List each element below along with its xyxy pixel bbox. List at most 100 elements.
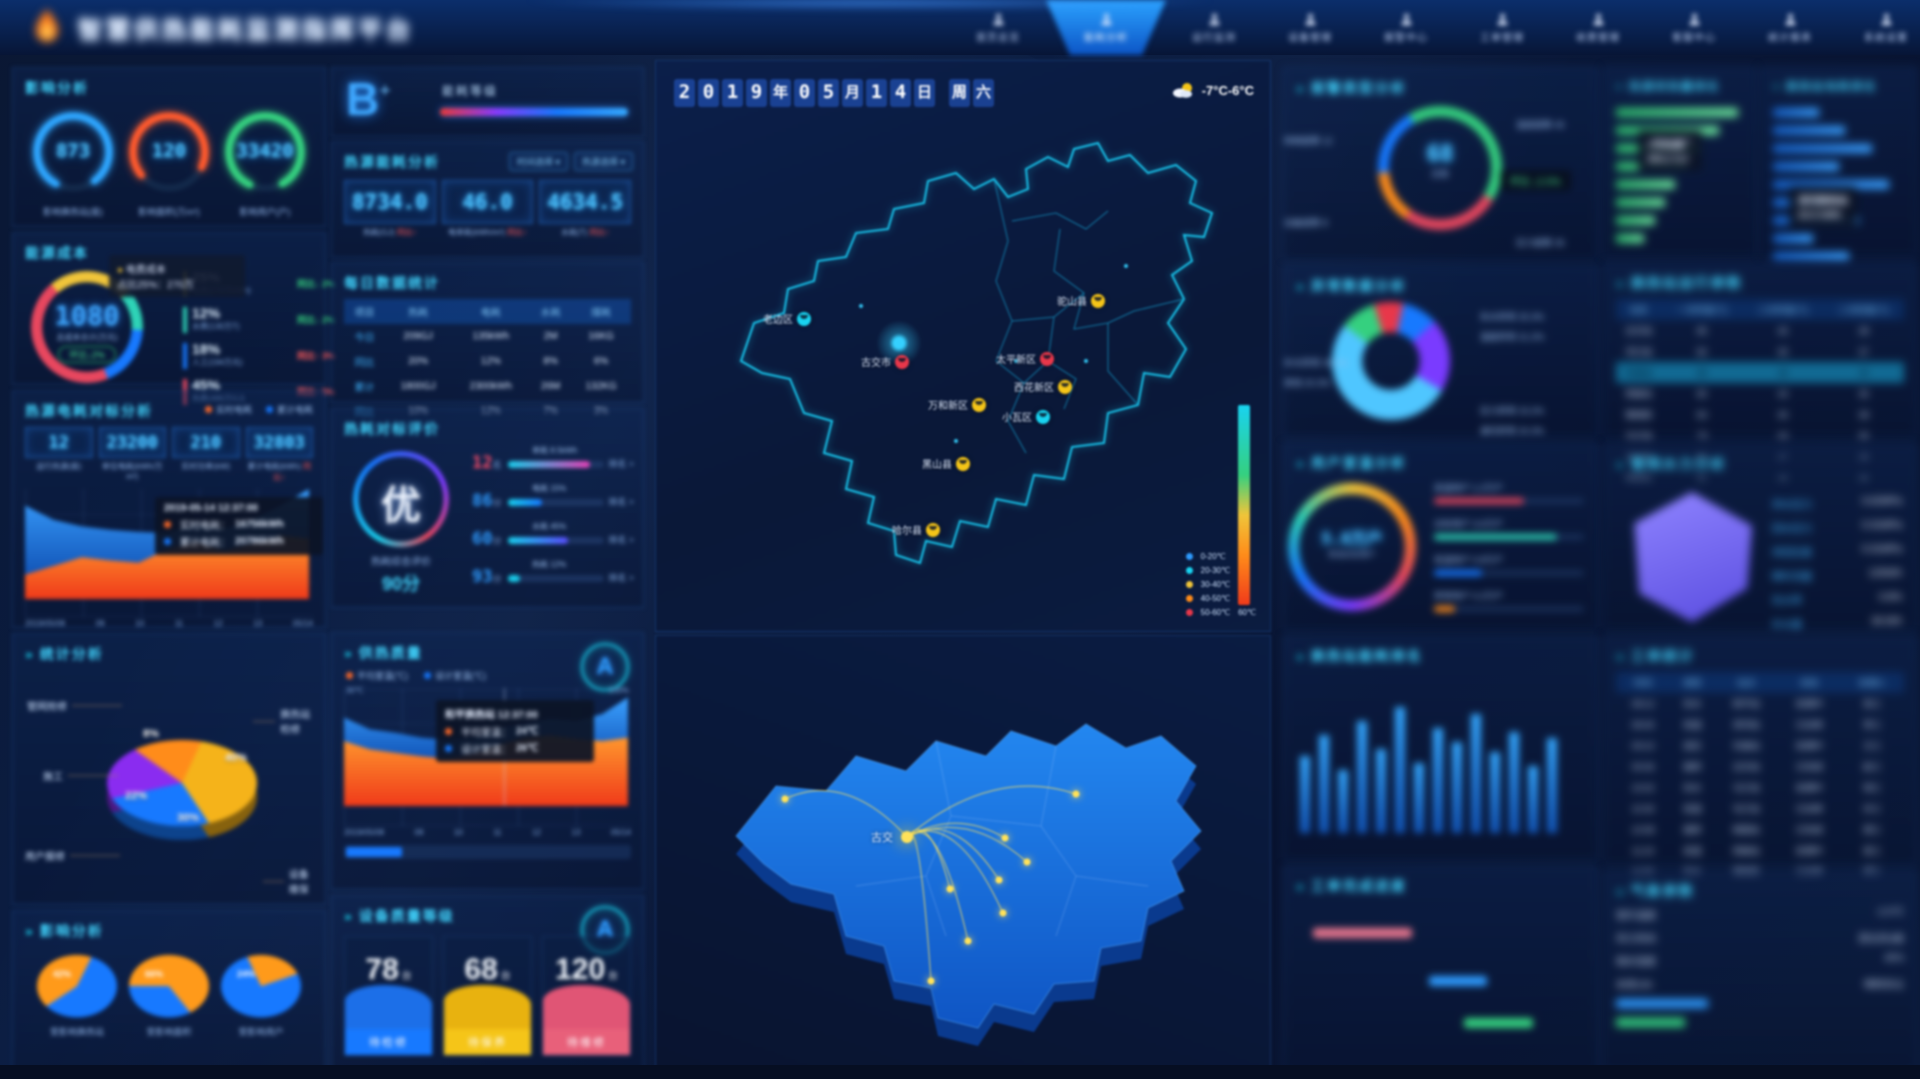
nav-item-7[interactable]: 客服中心 bbox=[1646, 0, 1742, 55]
panel-heat-rank: » 热源供热量排名 1号热源厂 356.2 GJ bbox=[1603, 67, 1756, 257]
nav-item-label: 系统设置 bbox=[1864, 32, 1908, 44]
date-char: 9 bbox=[746, 79, 767, 107]
legend-item-0: 0-20℃ bbox=[1185, 552, 1230, 561]
map-marker-4[interactable]: 西花新区 bbox=[1014, 379, 1072, 394]
grade-label: 能耗等级 bbox=[442, 84, 499, 98]
stat-value: 12 bbox=[25, 427, 93, 458]
map-temperature-legend: 0-20℃ 20-30℃ 30-40℃ 40-50℃ 50-60℃ 60℃ bbox=[1185, 405, 1256, 617]
nav-item-5[interactable]: 工单管理 bbox=[1454, 0, 1550, 55]
benchmark-stat-2: 210 实时功率(kW) bbox=[172, 427, 240, 483]
table-row: 东曲站 88 48 39 bbox=[1616, 362, 1904, 383]
map-marker-3[interactable]: 太平新区 bbox=[996, 351, 1054, 366]
mini-pie-label: 受影响面积 bbox=[146, 1027, 192, 1037]
table-cell: 48 bbox=[1742, 362, 1824, 383]
map-marker-0[interactable]: 老边区 bbox=[763, 311, 811, 326]
eval-rank-link[interactable]: 排名 > bbox=[608, 535, 634, 545]
green-bar-6 bbox=[1616, 216, 1655, 225]
panel-title: » 换热站运行参数 bbox=[1616, 275, 1743, 291]
nav-item-6[interactable]: 收费管理 bbox=[1550, 0, 1646, 55]
legend-item-0[interactable]: 实时电耗 bbox=[204, 403, 252, 416]
map-marker-1[interactable]: 驼山县 bbox=[1057, 293, 1105, 308]
nav-item-2[interactable]: 运行监测 bbox=[1166, 0, 1262, 55]
nav-person-icon bbox=[1687, 12, 1702, 27]
top-bar: 智慧供热能耗监测指挥平台 首页总览 能耗分析 运行监测 设备管理 报警中心 工单管理 收费管… bbox=[0, 0, 1920, 55]
rank-bar-4 bbox=[1376, 749, 1386, 833]
panel-title: » 换热站能耗排名 bbox=[1296, 648, 1423, 664]
mini-pie-percent: 42% bbox=[53, 969, 72, 979]
nav-item-label: 能耗分析 bbox=[1084, 32, 1128, 44]
eval-rank-link[interactable]: 排名 > bbox=[608, 459, 634, 469]
nav-item-9[interactable]: 系统设置 bbox=[1838, 0, 1920, 55]
filter-chip-0[interactable]: 时间选择 ▾ bbox=[508, 152, 568, 171]
map-marker-8[interactable]: 哈尔县 bbox=[892, 522, 940, 537]
marker-label: 太平新区 bbox=[996, 355, 1036, 366]
alarm-label-1: 设备报警 8 bbox=[1284, 218, 1328, 228]
map-marker-6[interactable]: 小瓦区 bbox=[1002, 409, 1050, 424]
table-cell: 和平站 bbox=[1732, 699, 1760, 709]
eval-rank-link[interactable]: 排名 > bbox=[608, 573, 634, 583]
legend-item-2: 30-40℃ bbox=[1185, 580, 1230, 589]
map3d-holder: 古交 bbox=[656, 636, 1270, 1071]
panel-title: » 异常数据分析 bbox=[1296, 278, 1407, 294]
table-cell: 报修 bbox=[1683, 825, 1702, 835]
nav-item-label: 报警中心 bbox=[1384, 32, 1428, 44]
nav-item-0[interactable]: 首页总览 bbox=[950, 0, 1046, 55]
map-marker-7[interactable]: 黑山县 bbox=[922, 456, 970, 471]
table-cell: 36 bbox=[1823, 467, 1904, 488]
table-cell: 2300kWh bbox=[469, 381, 512, 392]
table-row: 08:12 失水 和平站 处理中 张工 bbox=[1616, 693, 1904, 714]
weather-row-3: 未来24h 晴转多云 bbox=[1616, 980, 1904, 991]
alarm-label-0: 网络报警 12 bbox=[1284, 136, 1333, 146]
legend-item-1[interactable]: 累计电耗 bbox=[265, 403, 313, 416]
nav-item-1[interactable]: 能耗分析 bbox=[1046, 0, 1166, 55]
pie-percent: 30% bbox=[177, 812, 200, 824]
table-cell: 西曲站 bbox=[1732, 846, 1760, 856]
panel-title: » 气象参数 bbox=[1616, 883, 1695, 899]
table-cell: 处理中 bbox=[1795, 783, 1823, 793]
nav-item-8[interactable]: 统计报表 bbox=[1742, 0, 1838, 55]
panel-alarm-types: » 报警类型分析 68 总数 网络报警 12 设备报警 8 温度报警 45 压力报警 35 环… bbox=[1283, 67, 1598, 260]
green-bar-4 bbox=[1616, 180, 1676, 189]
cost-center: 1080 总成本合计(万元) 环比↓2% bbox=[31, 271, 143, 383]
card-action-button[interactable]: 待维修 bbox=[543, 1029, 630, 1055]
marker-label: 万和新区 bbox=[928, 401, 968, 412]
legend-label: 热费(486万GJ) bbox=[192, 393, 333, 404]
gantt-bar-1 bbox=[1428, 976, 1487, 986]
green-bar-7 bbox=[1616, 234, 1645, 243]
abnormal-label-4: 补水异常 35.2% bbox=[1284, 358, 1349, 368]
rank-bar-8 bbox=[1452, 742, 1462, 833]
nav-item-4[interactable]: 报警中心 bbox=[1358, 0, 1454, 55]
map-marker-5[interactable]: 万和新区 bbox=[928, 397, 986, 412]
alarm-center: 68 总数 bbox=[1378, 142, 1502, 180]
table-header-cell: 类型 bbox=[1669, 672, 1715, 693]
table-cell: 已完成 bbox=[1795, 825, 1823, 835]
legend-item-0[interactable]: 平均室温(℃) bbox=[346, 669, 408, 682]
stat-label: 实时功率(kW) bbox=[181, 462, 231, 471]
rank-bar-7 bbox=[1433, 728, 1443, 833]
table-cell: 08:12 bbox=[1631, 698, 1655, 709]
card-action-button[interactable]: 待检修 bbox=[345, 1029, 432, 1055]
table-row: 10:58 报修 桃园站 已完成 周工 bbox=[1616, 819, 1904, 840]
power-rank-bars bbox=[1773, 108, 1905, 261]
legend-item-1[interactable]: 设计室温(℃) bbox=[424, 669, 486, 682]
slider-handle[interactable] bbox=[346, 847, 402, 857]
legend-item-4: 50-60℃ bbox=[1185, 608, 1230, 617]
device-card-2: 120 台待维修 bbox=[542, 936, 631, 1056]
nav-item-3[interactable]: 设备管理 bbox=[1262, 0, 1358, 55]
eval-bar-label: 热耗 12% bbox=[532, 560, 567, 569]
table-cell: 已完成 bbox=[1795, 762, 1823, 772]
legend-delta: 同比↓ 2% bbox=[296, 315, 335, 325]
stat-value: 46.0 bbox=[441, 180, 534, 224]
legend-percent: 45% bbox=[192, 377, 221, 393]
table-row: 古交站 85 46 38 bbox=[1616, 320, 1904, 341]
nav-item-label: 首页总览 bbox=[976, 32, 1020, 44]
map-marker-2[interactable]: 古交市 bbox=[861, 354, 909, 369]
gauge-label: 影响换热站(座) bbox=[43, 207, 103, 217]
card-action-button[interactable]: 待保养 bbox=[444, 1029, 531, 1055]
table-cell: 10:02 bbox=[1631, 782, 1655, 793]
eval-rank-link[interactable]: 排名 > bbox=[608, 497, 634, 507]
eval-num: 60分 bbox=[472, 529, 502, 549]
rank-bar-9 bbox=[1471, 714, 1481, 833]
filter-chip-1[interactable]: 热源选择 ▾ bbox=[573, 152, 633, 171]
legend-item-3: 40-50℃ bbox=[1185, 594, 1230, 603]
